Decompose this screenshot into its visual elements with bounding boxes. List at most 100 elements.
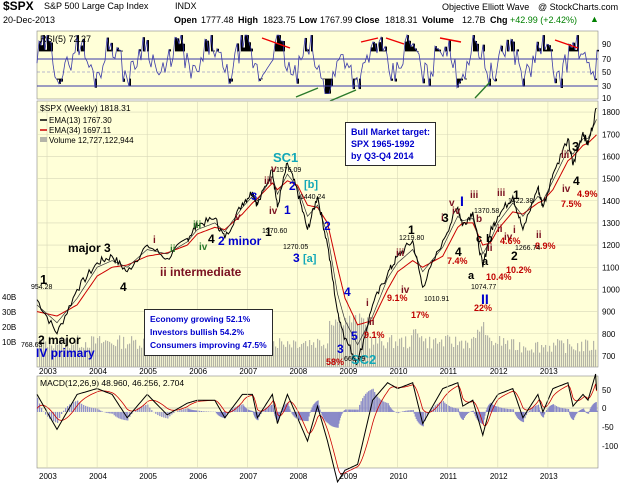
wave-label: II	[481, 291, 489, 307]
macd-hist-bar	[408, 410, 410, 413]
rsi-overbought-fill	[575, 49, 577, 52]
volume-bar	[131, 336, 133, 367]
macd-hist-bar	[137, 408, 139, 413]
x-tick: 2005	[139, 472, 157, 481]
price-tick: 1000	[602, 285, 620, 294]
macd-hist-bar	[454, 408, 456, 413]
chg-label: Chg	[490, 15, 508, 25]
wave-label: v	[449, 198, 455, 209]
volume-bar	[113, 344, 115, 367]
volume-bar	[417, 333, 419, 367]
macd-hist-bar	[357, 409, 359, 413]
macd-hist-bar	[484, 411, 486, 416]
volume-bar	[107, 340, 109, 367]
macd-hist-bar	[246, 408, 248, 413]
volume-bar	[49, 336, 51, 367]
volume-bar	[567, 339, 569, 367]
macd-hist-bar	[127, 411, 129, 421]
macd-hist-bar	[163, 411, 165, 418]
macd-hist-bar	[356, 409, 358, 413]
macd-hist-bar	[333, 411, 335, 428]
macd-axis: 50 0 -50 -100	[602, 386, 619, 451]
wave-label: iv	[269, 206, 278, 217]
macd-hist-bar	[412, 409, 414, 413]
volume-bar	[91, 336, 93, 367]
x-tick: 2003	[39, 367, 57, 376]
volume-bar	[449, 336, 451, 367]
volume-bar	[543, 347, 545, 367]
macd-hist-bar	[594, 402, 596, 413]
volume-bar	[575, 350, 577, 367]
macd-hist-bar	[294, 411, 296, 418]
rsi-overbought-fill	[547, 44, 549, 52]
macd-tick: -50	[602, 423, 614, 432]
wave-label: 3	[572, 139, 579, 154]
volume-bar	[395, 341, 397, 367]
volume-bar	[321, 346, 323, 367]
volume-axis: 40B 30B 20B 10B	[2, 293, 16, 347]
rsi-overbought-fill	[511, 39, 513, 52]
rsi-overbought-fill	[517, 49, 519, 52]
macd-hist-bar	[296, 411, 298, 419]
macd-hist-bar	[336, 411, 338, 428]
macd-hist-bar	[482, 411, 484, 425]
volume-value: 12.7B	[462, 15, 486, 25]
macd-hist-bar	[226, 411, 228, 416]
macd-hist-bar	[534, 405, 537, 413]
macd-hist-bar	[575, 411, 578, 414]
macd-hist-bar	[161, 411, 163, 417]
symbol-title: $SPX	[3, 0, 34, 13]
volume-bar	[381, 341, 383, 367]
macd-hist-bar	[283, 405, 285, 413]
volume-bar	[483, 322, 485, 367]
volume-bar	[557, 339, 559, 367]
macd-hist-bar	[491, 403, 493, 413]
volume-bar	[89, 347, 91, 367]
x-tick: 2005	[139, 367, 157, 376]
macd-hist-bar	[231, 408, 234, 413]
volume-bar	[335, 319, 337, 367]
rsi-line	[36, 33, 598, 94]
volume-bar	[269, 348, 271, 367]
macd-hist-bar	[308, 411, 310, 417]
macd-hist-bar	[497, 406, 500, 413]
wave-label: 3	[251, 191, 257, 203]
rsi-overbought-fill	[569, 44, 571, 52]
macd-hist-bar	[456, 408, 458, 413]
volume-bar	[63, 347, 65, 367]
rsi-overbought-fill	[175, 37, 177, 52]
x-tick: 2007	[239, 472, 257, 481]
macd-hist-bar	[397, 411, 399, 414]
macd-hist-bar	[219, 411, 222, 417]
macd-hist-bar	[238, 405, 241, 413]
macd-hist-bar	[377, 396, 379, 413]
wave-label: SC2	[351, 352, 376, 367]
macd-hist-bar	[470, 411, 472, 413]
macd-hist-bar	[263, 409, 265, 413]
volume-bar	[509, 349, 511, 367]
macd-hist-bar	[124, 411, 126, 421]
volume-bar	[77, 335, 79, 367]
volume-bar	[55, 343, 57, 367]
macd-hist-bar	[366, 392, 368, 413]
macd-hist-bar	[389, 407, 391, 413]
volume-bar	[219, 345, 221, 367]
macd-hist-bar	[215, 411, 218, 414]
macd-hist-bar	[67, 406, 69, 413]
macd-hist-bar	[288, 406, 290, 413]
wave-label: 2	[289, 179, 296, 193]
rsi-overbought-fill	[139, 49, 141, 52]
wave-label: i	[441, 213, 444, 224]
rsi-overbought-fill	[371, 47, 373, 52]
volume-bar	[397, 345, 399, 367]
macd-hist-bar	[339, 411, 341, 418]
wave-label: ii	[536, 230, 542, 241]
macd-hist-bar	[218, 411, 221, 417]
macd-hist-bar	[306, 411, 308, 422]
volume-bar	[351, 322, 353, 367]
x-axis-bottom: 2003 2004 2005 2006 2007 2008 2009 2010 2011 2012…	[39, 472, 558, 481]
volume-bar	[589, 350, 591, 367]
macd-hist-bar	[481, 411, 483, 424]
wave-label: 3	[442, 211, 449, 225]
rsi-overbought-fill	[177, 38, 179, 52]
